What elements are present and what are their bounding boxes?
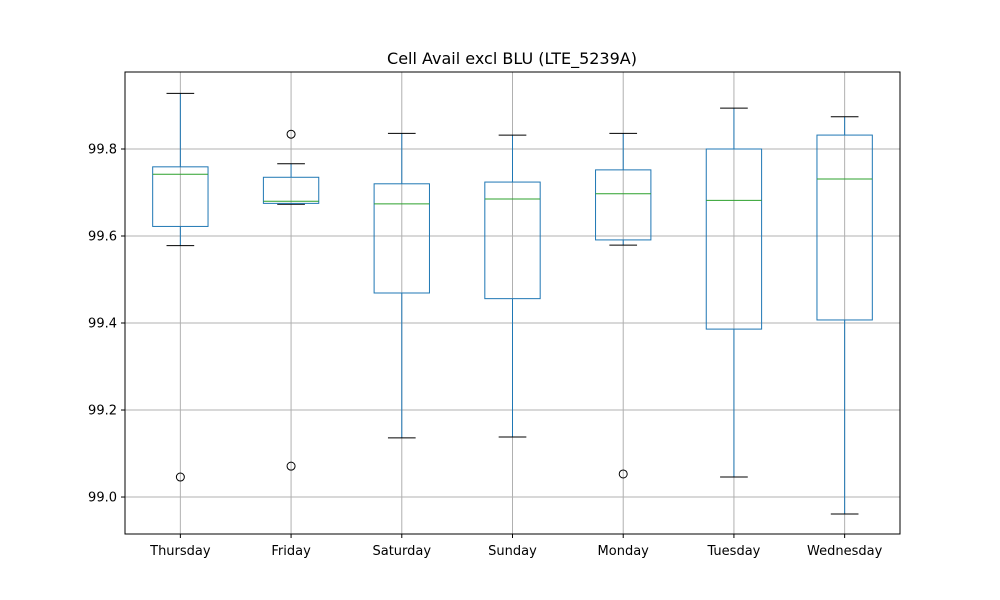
x-tick-label: Wednesday: [807, 544, 883, 559]
y-tick-label: 99.2: [88, 404, 117, 419]
y-tick-label: 99.4: [88, 317, 117, 332]
box-group-tuesday: [705, 107, 763, 478]
axes: 99.0 99.2 99.4 99.6 99.8 Thursday Friday Saturd…: [88, 143, 883, 560]
x-tick-label: Saturday: [372, 544, 431, 559]
box: [373, 183, 430, 294]
box-group-thursday: [152, 92, 209, 482]
box-group-monday: [595, 132, 652, 479]
y-tick-label: 99.8: [88, 143, 117, 158]
box-group-sunday: [484, 134, 541, 438]
box: [595, 169, 652, 241]
boxes: [152, 92, 873, 515]
outlier-point: [618, 469, 628, 479]
outlier-point: [286, 129, 296, 139]
x-tick-label: Sunday: [488, 544, 537, 559]
y-tick-label: 99.0: [88, 491, 117, 506]
x-tick-label: Monday: [598, 544, 650, 559]
box: [816, 134, 873, 321]
box-group-wednesday: [816, 116, 873, 515]
box: [152, 166, 209, 227]
outlier-point: [175, 472, 185, 482]
box: [705, 148, 763, 330]
plot-frame: [124, 71, 901, 535]
y-tick-label: 99.6: [88, 230, 117, 245]
chart-title: Cell Avail excl BLU (LTE_5239A): [387, 49, 637, 69]
x-tick-label: Thursday: [149, 544, 211, 559]
x-tick-label: Tuesday: [706, 544, 760, 559]
box-group-friday: [262, 129, 320, 471]
box: [484, 181, 541, 300]
outlier-point: [286, 461, 296, 471]
x-tick-label: Friday: [271, 544, 311, 559]
box-group-saturday: [373, 132, 430, 439]
box: [262, 176, 320, 204]
